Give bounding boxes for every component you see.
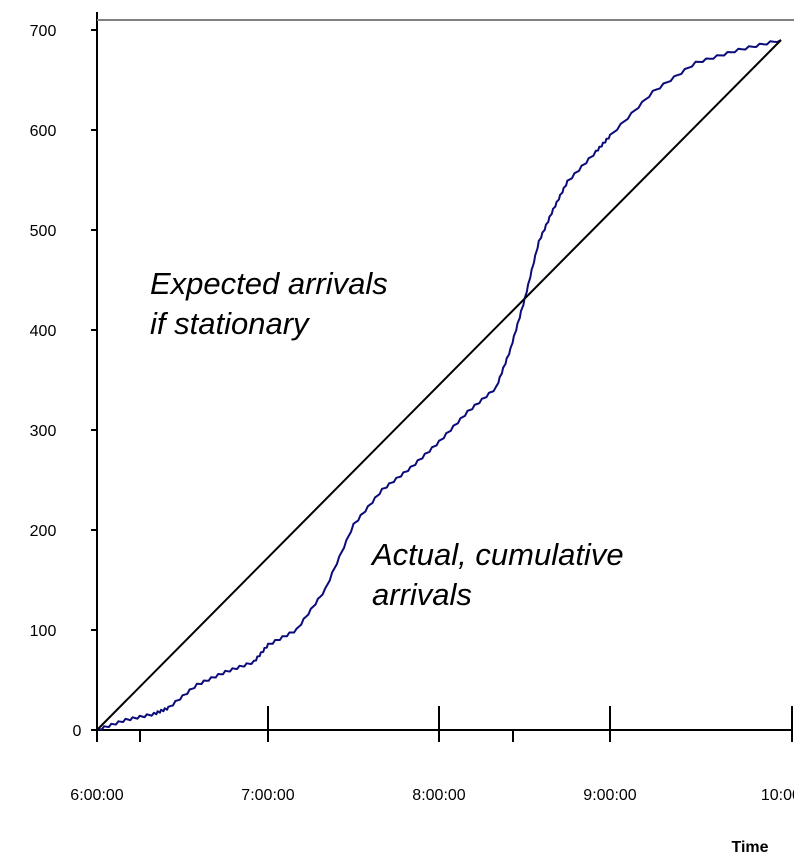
annotation-line: if stationary [150,306,311,341]
series-group [96,39,782,731]
tick-marks [91,29,793,742]
x-tick-label: 8:00:00 [412,787,465,804]
actual-arrivals-line [96,39,782,731]
x-axis-label: Time [731,839,768,855]
actual-arrivals-annotation: Actual, cumulative arrivals [370,537,624,612]
y-tick-label: 0 [73,723,82,740]
x-tick-label: 7:00:00 [241,787,294,804]
y-tick-label: 200 [30,523,57,540]
y-tick-label: 300 [30,423,57,440]
x-tick-label: 6:00:00 [70,787,123,804]
x-tick-label: 9:00:00 [583,787,636,804]
y-tick-label: 100 [30,623,57,640]
y-tick-label: 700 [30,23,57,40]
y-tick-label: 400 [30,323,57,340]
annotations: Expected arrivals if stationary Actual, cu… [150,266,624,612]
axes [96,12,793,735]
x-tick-label: 10:00:00 [761,787,794,804]
annotation-line: Actual, cumulative [370,537,624,572]
y-tick-label: 500 [30,223,57,240]
y-tick-labels: 0 100 200 300 400 500 600 700 [30,23,82,740]
y-tick-label: 600 [30,123,57,140]
expected-arrivals-annotation: Expected arrivals if stationary [150,266,388,341]
expected-arrivals-line [96,39,782,731]
annotation-line: Expected arrivals [150,266,388,301]
x-tick-labels: 6:00:00 7:00:00 8:00:00 9:00:00 10:00:00 [70,787,794,804]
annotation-line: arrivals [372,577,472,612]
